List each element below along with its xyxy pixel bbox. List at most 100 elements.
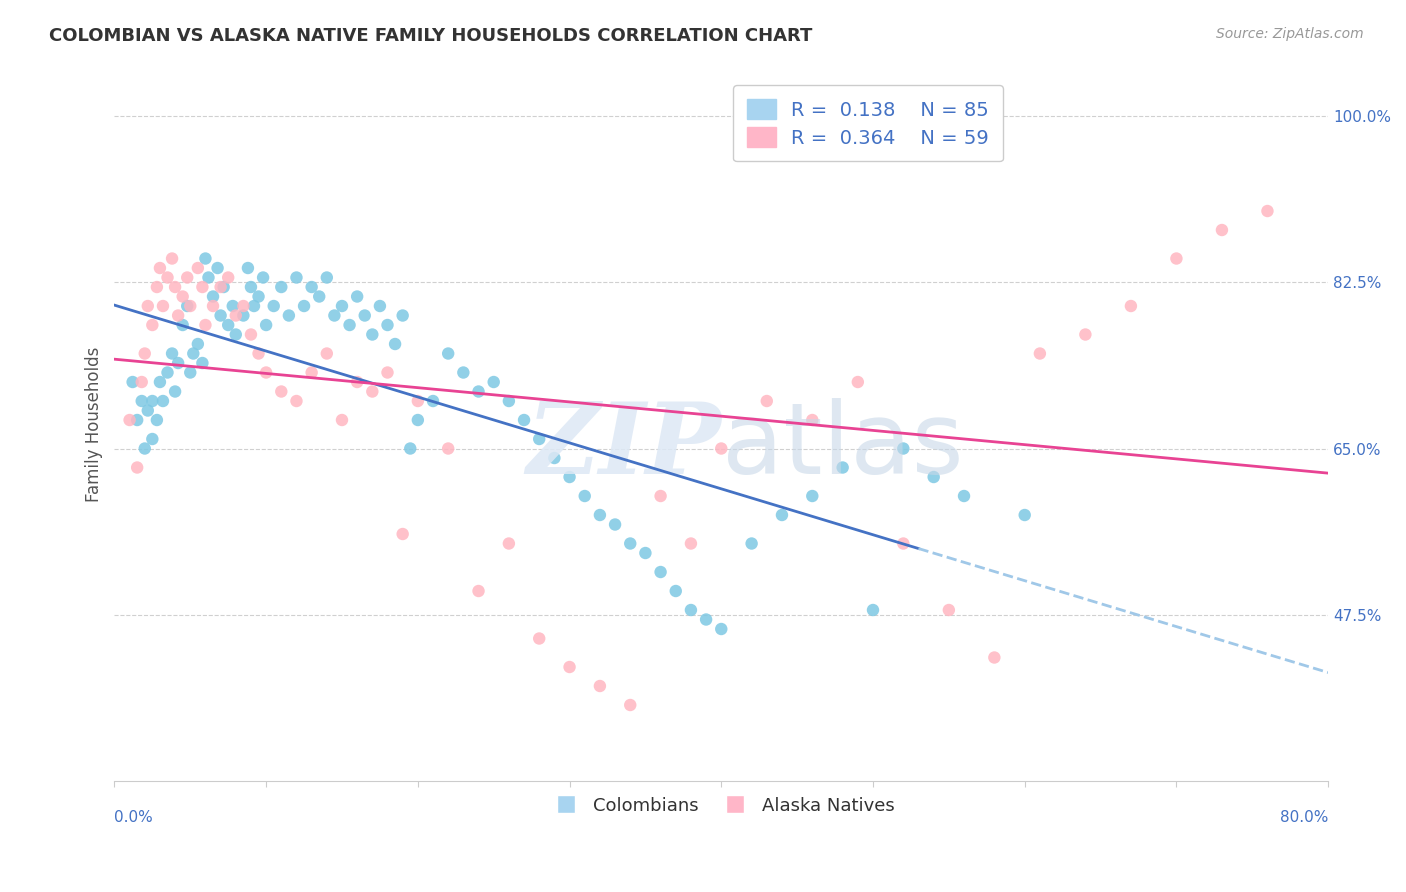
Point	[619, 536, 641, 550]
Point	[1211, 223, 1233, 237]
Point	[755, 394, 778, 409]
Text: atlas: atlas	[721, 398, 963, 495]
Point	[270, 384, 292, 399]
Text: Source: ZipAtlas.com: Source: ZipAtlas.com	[1216, 27, 1364, 41]
Point	[1014, 508, 1036, 522]
Point	[679, 603, 702, 617]
Point	[156, 366, 179, 380]
Point	[254, 366, 277, 380]
Point	[239, 280, 262, 294]
Point	[695, 613, 717, 627]
Point	[437, 442, 460, 456]
Y-axis label: Family Households: Family Households	[86, 347, 103, 502]
Point	[134, 442, 156, 456]
Text: 80.0%: 80.0%	[1279, 810, 1329, 824]
Point	[179, 366, 201, 380]
Point	[891, 442, 914, 456]
Point	[346, 289, 368, 303]
Point	[384, 337, 406, 351]
Point	[891, 536, 914, 550]
Point	[399, 442, 422, 456]
Point	[710, 622, 733, 636]
Point	[953, 489, 976, 503]
Point	[197, 270, 219, 285]
Point	[543, 450, 565, 465]
Point	[983, 650, 1005, 665]
Point	[217, 270, 239, 285]
Point	[862, 603, 884, 617]
Point	[160, 346, 183, 360]
Point	[285, 270, 308, 285]
Point	[167, 356, 190, 370]
Point	[679, 536, 702, 550]
Point	[529, 632, 551, 646]
Point	[181, 346, 204, 360]
Legend: Colombians, Alaska Natives: Colombians, Alaska Natives	[541, 789, 901, 822]
Point	[152, 394, 174, 409]
Point	[437, 346, 460, 360]
Point	[422, 394, 444, 409]
Point	[191, 280, 214, 294]
Point	[239, 327, 262, 342]
Point	[222, 299, 245, 313]
Point	[292, 299, 315, 313]
Point	[589, 508, 612, 522]
Point	[136, 403, 159, 417]
Point	[301, 366, 323, 380]
Point	[247, 346, 270, 360]
Point	[209, 309, 232, 323]
Point	[194, 318, 217, 332]
Point	[301, 280, 323, 294]
Point	[558, 470, 581, 484]
Point	[152, 299, 174, 313]
Point	[377, 366, 399, 380]
Point	[263, 299, 285, 313]
Point	[165, 384, 187, 399]
Text: 0.0%: 0.0%	[114, 810, 153, 824]
Point	[127, 460, 149, 475]
Point	[498, 536, 520, 550]
Point	[1074, 327, 1097, 342]
Point	[254, 318, 277, 332]
Point	[156, 270, 179, 285]
Point	[225, 327, 247, 342]
Point	[529, 432, 551, 446]
Point	[770, 508, 793, 522]
Point	[377, 318, 399, 332]
Point	[232, 299, 254, 313]
Point	[453, 366, 475, 380]
Point	[831, 460, 853, 475]
Point	[247, 289, 270, 303]
Point	[172, 289, 194, 303]
Point	[368, 299, 391, 313]
Point	[270, 280, 292, 294]
Point	[1029, 346, 1052, 360]
Point	[277, 309, 299, 323]
Point	[209, 280, 232, 294]
Point	[131, 394, 153, 409]
Point	[149, 375, 172, 389]
Point	[141, 432, 163, 446]
Point	[131, 375, 153, 389]
Point	[136, 299, 159, 313]
Point	[650, 565, 672, 579]
Point	[225, 309, 247, 323]
Point	[167, 309, 190, 323]
Point	[315, 270, 337, 285]
Point	[308, 289, 330, 303]
Point	[361, 327, 384, 342]
Point	[353, 309, 375, 323]
Text: ZIP: ZIP	[527, 398, 721, 494]
Point	[665, 584, 688, 599]
Point	[179, 299, 201, 313]
Text: COLOMBIAN VS ALASKA NATIVE FAMILY HOUSEHOLDS CORRELATION CHART: COLOMBIAN VS ALASKA NATIVE FAMILY HOUSEH…	[49, 27, 813, 45]
Point	[187, 260, 209, 275]
Point	[315, 346, 337, 360]
Point	[176, 299, 198, 313]
Point	[1256, 204, 1278, 219]
Point	[513, 413, 536, 427]
Point	[212, 280, 235, 294]
Point	[285, 394, 308, 409]
Point	[160, 252, 183, 266]
Point	[187, 337, 209, 351]
